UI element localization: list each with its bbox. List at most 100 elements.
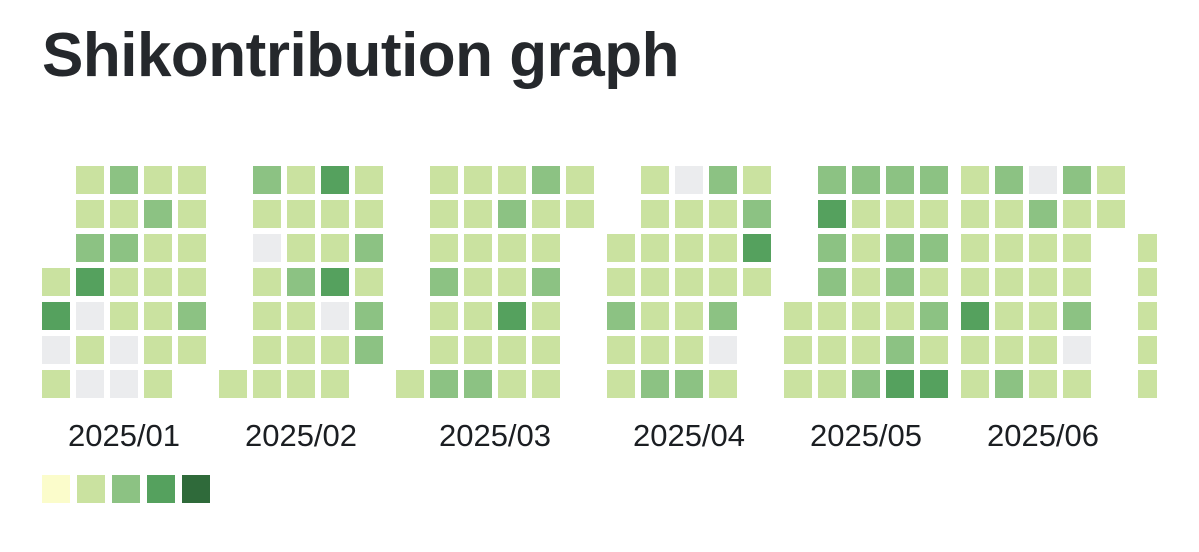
contribution-cell[interactable]	[961, 166, 989, 194]
contribution-cell[interactable]	[253, 200, 281, 228]
contribution-cell[interactable]	[430, 166, 458, 194]
contribution-cell[interactable]	[110, 268, 138, 296]
contribution-cell[interactable]	[886, 200, 914, 228]
contribution-cell[interactable]	[961, 370, 989, 398]
contribution-cell[interactable]	[607, 370, 635, 398]
contribution-cell[interactable]	[287, 166, 315, 194]
contribution-cell[interactable]	[1029, 268, 1057, 296]
contribution-cell[interactable]	[641, 370, 669, 398]
contribution-cell[interactable]	[532, 370, 560, 398]
contribution-cell[interactable]	[1029, 200, 1057, 228]
contribution-cell[interactable]	[709, 302, 737, 330]
contribution-cell[interactable]	[430, 336, 458, 364]
contribution-cell[interactable]	[76, 370, 104, 398]
contribution-cell[interactable]	[886, 370, 914, 398]
contribution-cell[interactable]	[743, 166, 771, 194]
contribution-cell[interactable]	[219, 370, 247, 398]
contribution-cell[interactable]	[818, 234, 846, 262]
contribution-cell[interactable]	[818, 336, 846, 364]
contribution-cell[interactable]	[743, 200, 771, 228]
contribution-cell[interactable]	[566, 200, 594, 228]
contribution-cell[interactable]	[1063, 166, 1091, 194]
contribution-cell[interactable]	[253, 166, 281, 194]
contribution-cell[interactable]	[784, 302, 812, 330]
contribution-cell[interactable]	[961, 302, 989, 330]
contribution-cell[interactable]	[1029, 166, 1057, 194]
contribution-cell[interactable]	[1138, 370, 1157, 398]
contribution-cell[interactable]	[607, 234, 635, 262]
contribution-cell[interactable]	[920, 166, 948, 194]
contribution-cell[interactable]	[1138, 302, 1157, 330]
contribution-cell[interactable]	[784, 336, 812, 364]
contribution-cell[interactable]	[144, 302, 172, 330]
contribution-cell[interactable]	[144, 268, 172, 296]
contribution-cell[interactable]	[321, 336, 349, 364]
contribution-cell[interactable]	[818, 370, 846, 398]
contribution-cell[interactable]	[464, 268, 492, 296]
contribution-cell[interactable]	[178, 166, 206, 194]
contribution-cell[interactable]	[961, 268, 989, 296]
contribution-cell[interactable]	[253, 302, 281, 330]
contribution-cell[interactable]	[1138, 336, 1157, 364]
contribution-cell[interactable]	[396, 370, 424, 398]
contribution-cell[interactable]	[920, 302, 948, 330]
contribution-cell[interactable]	[287, 336, 315, 364]
contribution-cell[interactable]	[532, 166, 560, 194]
contribution-cell[interactable]	[1138, 234, 1157, 262]
contribution-cell[interactable]	[920, 336, 948, 364]
contribution-cell[interactable]	[498, 370, 526, 398]
contribution-cell[interactable]	[321, 200, 349, 228]
contribution-cell[interactable]	[321, 370, 349, 398]
contribution-cell[interactable]	[818, 200, 846, 228]
contribution-cell[interactable]	[430, 234, 458, 262]
contribution-cell[interactable]	[852, 234, 880, 262]
contribution-cell[interactable]	[498, 268, 526, 296]
contribution-cell[interactable]	[144, 200, 172, 228]
contribution-cell[interactable]	[709, 166, 737, 194]
contribution-cell[interactable]	[498, 234, 526, 262]
contribution-cell[interactable]	[886, 234, 914, 262]
contribution-cell[interactable]	[675, 336, 703, 364]
contribution-cell[interactable]	[178, 302, 206, 330]
contribution-cell[interactable]	[818, 302, 846, 330]
contribution-cell[interactable]	[430, 302, 458, 330]
contribution-cell[interactable]	[464, 166, 492, 194]
contribution-cell[interactable]	[430, 200, 458, 228]
contribution-cell[interactable]	[144, 370, 172, 398]
contribution-cell[interactable]	[1063, 302, 1091, 330]
contribution-cell[interactable]	[886, 302, 914, 330]
contribution-cell[interactable]	[1097, 166, 1125, 194]
contribution-cell[interactable]	[42, 336, 70, 364]
contribution-cell[interactable]	[1138, 268, 1157, 296]
contribution-cell[interactable]	[607, 268, 635, 296]
contribution-cell[interactable]	[675, 234, 703, 262]
contribution-cell[interactable]	[464, 336, 492, 364]
contribution-cell[interactable]	[178, 234, 206, 262]
contribution-cell[interactable]	[818, 166, 846, 194]
contribution-cell[interactable]	[961, 336, 989, 364]
contribution-cell[interactable]	[110, 166, 138, 194]
contribution-cell[interactable]	[287, 200, 315, 228]
contribution-cell[interactable]	[287, 302, 315, 330]
contribution-cell[interactable]	[110, 336, 138, 364]
contribution-cell[interactable]	[144, 336, 172, 364]
contribution-cell[interactable]	[743, 234, 771, 262]
contribution-cell[interactable]	[178, 200, 206, 228]
contribution-cell[interactable]	[110, 200, 138, 228]
contribution-cell[interactable]	[178, 268, 206, 296]
contribution-cell[interactable]	[355, 302, 383, 330]
contribution-cell[interactable]	[852, 166, 880, 194]
contribution-cell[interactable]	[532, 200, 560, 228]
contribution-cell[interactable]	[886, 336, 914, 364]
contribution-cell[interactable]	[995, 370, 1023, 398]
contribution-cell[interactable]	[42, 370, 70, 398]
contribution-cell[interactable]	[641, 336, 669, 364]
contribution-cell[interactable]	[355, 336, 383, 364]
contribution-cell[interactable]	[995, 200, 1023, 228]
contribution-cell[interactable]	[675, 268, 703, 296]
contribution-cell[interactable]	[253, 268, 281, 296]
contribution-cell[interactable]	[784, 370, 812, 398]
contribution-cell[interactable]	[852, 370, 880, 398]
contribution-cell[interactable]	[920, 370, 948, 398]
contribution-cell[interactable]	[1063, 370, 1091, 398]
